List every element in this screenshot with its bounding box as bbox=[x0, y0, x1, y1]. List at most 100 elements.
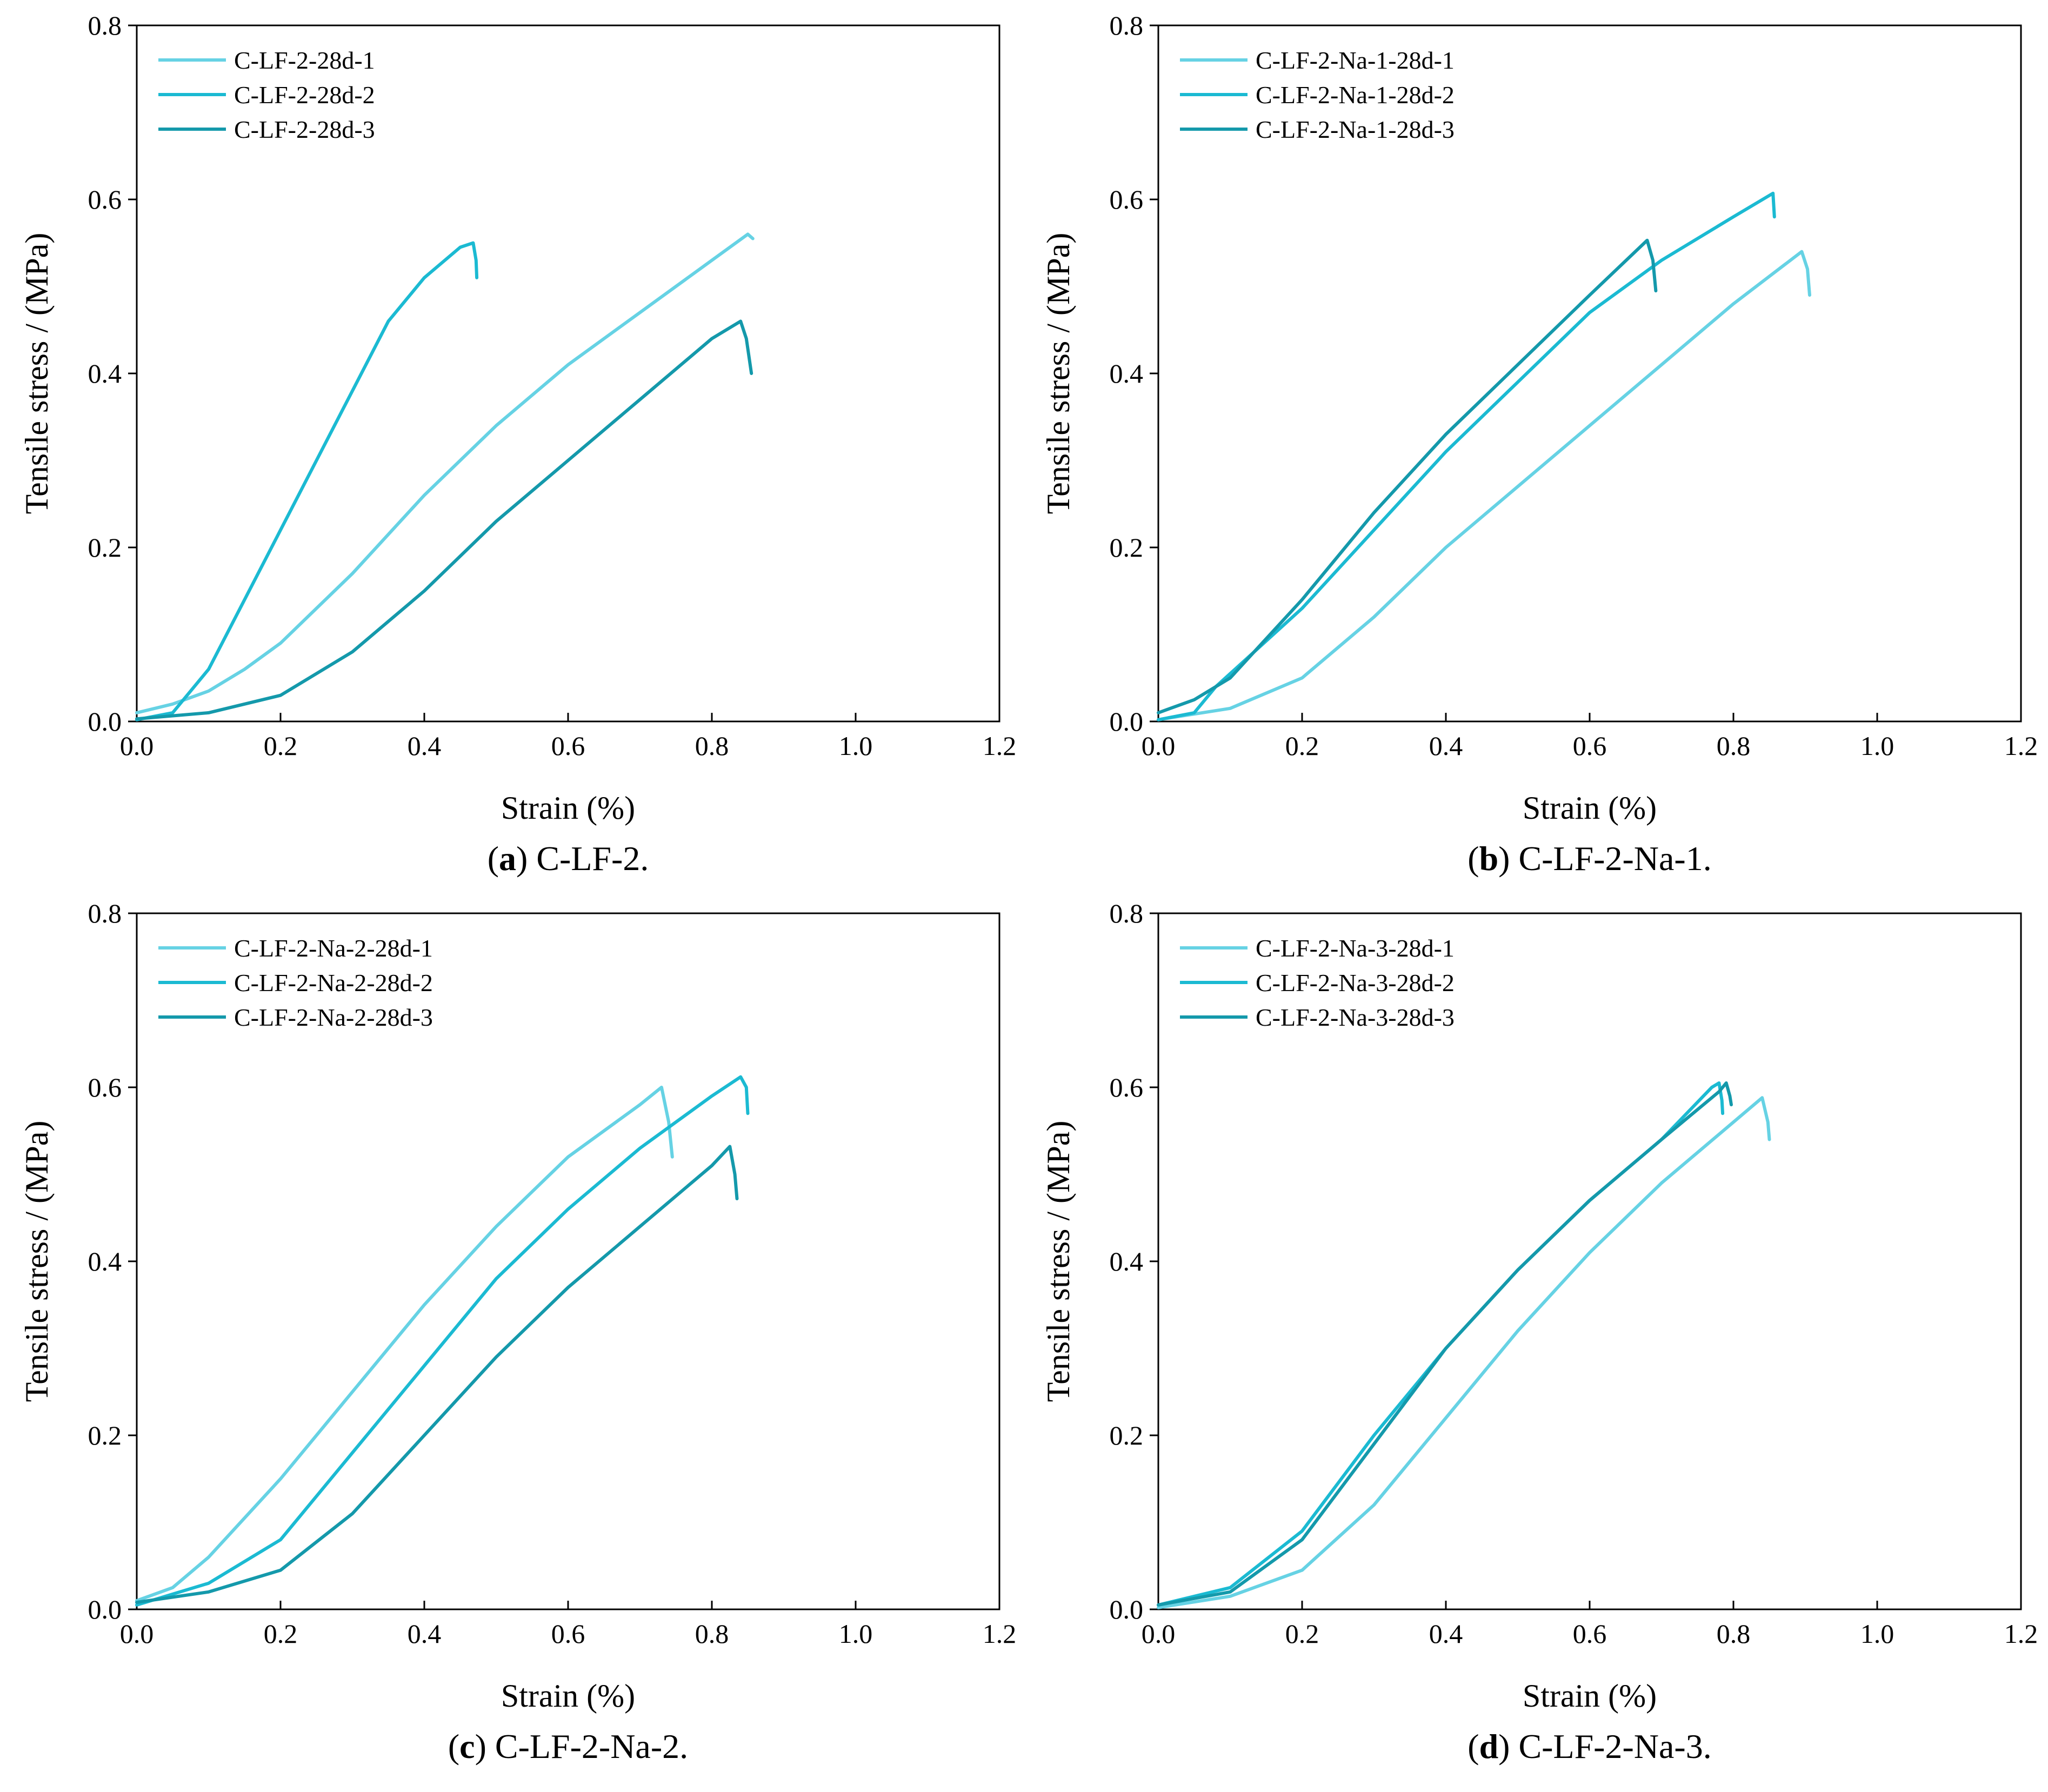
series-line-1 bbox=[135, 232, 755, 714]
x-tick-label: 1.2 bbox=[983, 731, 1017, 761]
caption-paren-close: ) bbox=[475, 1727, 495, 1766]
y-axis-label: Tensile stress / (MPa) bbox=[19, 1121, 55, 1402]
y-tick-label: 0.0 bbox=[88, 706, 122, 737]
series-line-3 bbox=[135, 1145, 739, 1604]
legend: C-LF-2-Na-1-28d-1 C-LF-2-Na-1-28d-2 C-LF-2… bbox=[1180, 46, 1455, 143]
caption-text: C-LF-2-Na-2. bbox=[495, 1727, 688, 1766]
caption-letter: a bbox=[499, 839, 516, 878]
x-tick-label: 0.0 bbox=[120, 731, 154, 761]
y-tick-label: 0.4 bbox=[1110, 358, 1144, 389]
legend-entry-2: C-LF-2-Na-2-28d-2 bbox=[234, 969, 433, 997]
x-tick-label: 0.6 bbox=[551, 1619, 585, 1649]
x-tick-label: 0.0 bbox=[1142, 1619, 1176, 1649]
y-tick-label: 0.8 bbox=[88, 898, 122, 928]
x-tick-label: 1.2 bbox=[2004, 731, 2038, 761]
legend-entry-1: C-LF-2-Na-1-28d-1 bbox=[1256, 46, 1455, 74]
x-tick-label: 0.6 bbox=[1573, 1619, 1607, 1649]
legend-entry-2: C-LF-2-28d-2 bbox=[234, 81, 375, 109]
series-line-2 bbox=[1157, 191, 1776, 721]
caption-text: C-LF-2. bbox=[536, 839, 649, 878]
panel-caption: (a) C-LF-2. bbox=[488, 839, 649, 878]
x-tick-label: 1.0 bbox=[1860, 1619, 1894, 1649]
y-tick-label: 0.0 bbox=[1110, 706, 1144, 737]
y-tick-label: 0.0 bbox=[1110, 1594, 1144, 1624]
x-tick-label: 0.2 bbox=[1285, 1619, 1319, 1649]
y-tick-label: 0.8 bbox=[1110, 10, 1144, 41]
legend-entry-1: C-LF-2-28d-1 bbox=[234, 46, 375, 74]
y-tick-label: 0.0 bbox=[88, 1594, 122, 1624]
chart-panel-c: 0.0 0.2 0.4 0.6 0.8 1.0 1.2 0.0 0.2 0.4 0.6 0.8 Stra… bbox=[19, 898, 1016, 1766]
x-tick-label: 0.2 bbox=[264, 731, 298, 761]
y-tick-label: 0.4 bbox=[88, 358, 122, 389]
x-tick-label: 0.6 bbox=[1573, 731, 1607, 761]
legend-entry-3: C-LF-2-Na-1-28d-3 bbox=[1256, 116, 1455, 143]
series-line-3 bbox=[1157, 238, 1658, 714]
series-line-1 bbox=[1157, 1096, 1771, 1609]
x-tick-label: 1.2 bbox=[2004, 1619, 2038, 1649]
x-tick-label: 0.2 bbox=[1285, 731, 1319, 761]
y-tick-label: 0.2 bbox=[1110, 532, 1144, 563]
series-line-2 bbox=[135, 241, 479, 721]
series-line-3 bbox=[1157, 1081, 1733, 1607]
x-tick-label: 0.8 bbox=[1717, 731, 1751, 761]
caption-letter: d bbox=[1479, 1727, 1499, 1766]
series-line-1 bbox=[1157, 250, 1811, 721]
x-tick-label: 1.0 bbox=[1860, 731, 1894, 761]
caption-paren-close: ) bbox=[1498, 1727, 1518, 1766]
x-tick-label: 0.0 bbox=[120, 1619, 154, 1649]
series-line-2 bbox=[135, 1075, 750, 1607]
y-tick-label: 0.6 bbox=[1110, 1072, 1144, 1102]
caption-paren-open: ( bbox=[448, 1727, 459, 1766]
x-axis-label: Strain (%) bbox=[501, 1678, 635, 1714]
x-tick-label: 0.8 bbox=[695, 731, 729, 761]
x-tick-label: 1.0 bbox=[839, 731, 873, 761]
x-tick-label: 0.8 bbox=[695, 1619, 729, 1649]
y-tick-label: 0.2 bbox=[88, 1420, 122, 1450]
y-tick-label: 0.6 bbox=[1110, 184, 1144, 215]
panel-caption: (d) C-LF-2-Na-3. bbox=[1467, 1727, 1711, 1766]
x-axis-label: Strain (%) bbox=[1523, 790, 1657, 826]
panel-caption: (c) C-LF-2-Na-2. bbox=[448, 1727, 688, 1766]
caption-text: C-LF-2-Na-1. bbox=[1518, 839, 1711, 878]
legend-entry-3: C-LF-2-Na-3-28d-3 bbox=[1256, 1004, 1455, 1031]
series-line-3 bbox=[135, 319, 753, 721]
y-tick-label: 0.8 bbox=[88, 10, 122, 41]
y-axis-label: Tensile stress / (MPa) bbox=[19, 233, 55, 514]
y-tick-label: 0.8 bbox=[1110, 898, 1144, 928]
caption-paren-open: ( bbox=[1467, 1727, 1479, 1766]
legend: C-LF-2-28d-1 C-LF-2-28d-2 C-LF-2-28d-3 bbox=[158, 46, 375, 143]
x-axis-label: Strain (%) bbox=[1523, 1678, 1657, 1714]
chart-panel-d: 0.0 0.2 0.4 0.6 0.8 1.0 1.2 0.0 0.2 0.4 0.6 0.8 Stra… bbox=[1040, 898, 2038, 1766]
caption-paren-close: ) bbox=[516, 839, 536, 878]
x-tick-label: 1.2 bbox=[983, 1619, 1017, 1649]
x-tick-label: 0.0 bbox=[1142, 731, 1176, 761]
legend-entry-2: C-LF-2-Na-1-28d-2 bbox=[1256, 81, 1455, 109]
x-tick-label: 0.4 bbox=[408, 731, 442, 761]
y-tick-label: 0.2 bbox=[88, 532, 122, 563]
y-tick-label: 0.6 bbox=[88, 184, 122, 215]
caption-letter: c bbox=[459, 1727, 475, 1766]
y-axis-label: Tensile stress / (MPa) bbox=[1040, 1121, 1076, 1402]
y-tick-label: 0.4 bbox=[88, 1246, 122, 1276]
caption-paren-close: ) bbox=[1498, 839, 1518, 878]
x-tick-label: 0.4 bbox=[1429, 731, 1463, 761]
legend-entry-3: C-LF-2-Na-2-28d-3 bbox=[234, 1004, 433, 1031]
caption-letter: b bbox=[1479, 839, 1499, 878]
y-tick-label: 0.6 bbox=[88, 1072, 122, 1102]
x-tick-label: 0.6 bbox=[551, 731, 585, 761]
legend-entry-3: C-LF-2-28d-3 bbox=[234, 116, 375, 143]
legend-entry-2: C-LF-2-Na-3-28d-2 bbox=[1256, 969, 1455, 997]
x-tick-label: 0.4 bbox=[408, 1619, 442, 1649]
caption-text: C-LF-2-Na-3. bbox=[1518, 1727, 1711, 1766]
x-tick-label: 0.4 bbox=[1429, 1619, 1463, 1649]
chart-panel-a: 0.0 0.2 0.4 0.6 0.8 1.0 1.2 0.0 0.2 0.4 0.6 0.8 Stra… bbox=[19, 10, 1016, 878]
chart-panel-b: 0.0 0.2 0.4 0.6 0.8 1.0 1.2 0.0 0.2 0.4 0.6 0.8 Stra… bbox=[1040, 10, 2038, 878]
y-tick-label: 0.2 bbox=[1110, 1420, 1144, 1450]
legend: C-LF-2-Na-2-28d-1 C-LF-2-Na-2-28d-2 C-LF-2… bbox=[158, 934, 433, 1031]
series-line-1 bbox=[135, 1086, 674, 1602]
x-tick-label: 0.8 bbox=[1717, 1619, 1751, 1649]
x-tick-label: 0.2 bbox=[264, 1619, 298, 1649]
x-axis-label: Strain (%) bbox=[501, 790, 635, 826]
legend: C-LF-2-Na-3-28d-1 C-LF-2-Na-3-28d-2 C-LF-2… bbox=[1180, 934, 1455, 1031]
